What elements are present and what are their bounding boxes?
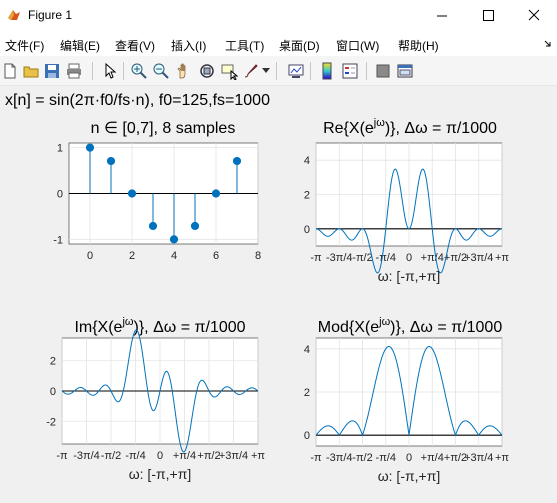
toolbar-separator (310, 62, 311, 80)
rotate-3d-icon[interactable] (198, 62, 216, 80)
menu-edit[interactable]: 编辑(E) (60, 39, 100, 53)
toolbar-separator (92, 62, 93, 80)
menu-bar: 文件(F) 编辑(E) 查看(V) 插入(I) 工具(T) 桌面(D) 窗口(W… (0, 31, 557, 55)
figure-canvas (0, 86, 557, 503)
hide-plot-tools-icon[interactable] (374, 62, 392, 80)
close-button[interactable] (511, 0, 557, 31)
print-icon[interactable] (65, 62, 83, 80)
link-plot-icon[interactable] (287, 62, 305, 80)
close-icon (528, 9, 540, 21)
menu-view[interactable]: 查看(V) (115, 39, 155, 53)
toolbar (0, 56, 557, 86)
maximize-button[interactable] (465, 0, 511, 31)
minimize-icon (437, 15, 447, 17)
toolbar-separator (366, 62, 367, 80)
colorbar-icon[interactable] (318, 62, 336, 80)
menu-insert[interactable]: 插入(I) (171, 39, 207, 53)
menu-window[interactable]: 窗口(W) (336, 39, 380, 53)
chevron-down-icon[interactable] (262, 68, 270, 74)
menu-tools[interactable]: 工具(T) (225, 39, 265, 53)
matlab-icon (8, 10, 20, 20)
data-cursor-icon[interactable] (220, 62, 238, 80)
toolbar-separator (123, 62, 124, 80)
menu-file[interactable]: 文件(F) (5, 39, 45, 53)
zoom-in-icon[interactable] (130, 62, 148, 80)
menu-help[interactable]: 帮助(H) (398, 39, 439, 53)
window-title: Figure 1 (28, 8, 73, 22)
minimize-button[interactable] (419, 0, 465, 31)
pan-hand-icon[interactable] (175, 62, 193, 80)
figure-suptitle: x[n] = sin(2π·f0/fs·n), f0=125,fs=1000 (5, 92, 270, 109)
legend-icon[interactable] (341, 62, 359, 80)
dock-arrow-icon[interactable] (543, 39, 553, 49)
maximize-icon (483, 10, 494, 21)
menu-desktop[interactable]: 桌面(D) (279, 39, 320, 53)
zoom-out-icon[interactable] (152, 62, 170, 80)
open-file-icon[interactable] (22, 62, 40, 80)
toolbar-separator (276, 62, 277, 80)
title-bar: Figure 1 (0, 0, 557, 31)
brush-icon[interactable] (242, 62, 260, 80)
pointer-icon[interactable] (101, 62, 119, 80)
new-figure-icon[interactable] (1, 62, 19, 80)
save-icon[interactable] (43, 62, 61, 80)
show-plot-tools-icon[interactable] (396, 62, 414, 80)
